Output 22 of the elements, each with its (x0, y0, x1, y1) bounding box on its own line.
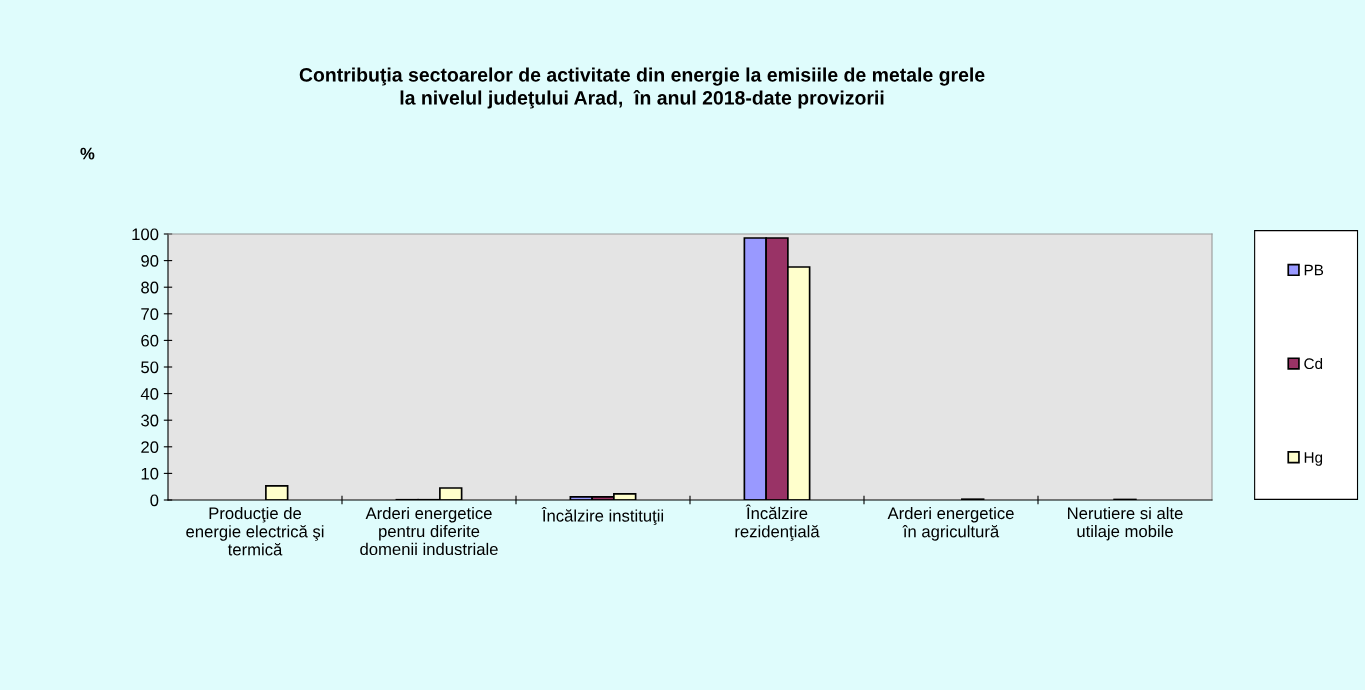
y-tick-label: 100 (132, 228, 159, 241)
x-tick-label: Arderi energetice în agricultură (887, 506, 1014, 541)
legend-label: Hg (1304, 452, 1323, 466)
legend-label: Cd (1304, 357, 1323, 370)
x-tick-label: Nerutiere si alte utilaje mobile (1068, 506, 1183, 541)
y-tick-label: 0 (150, 494, 159, 507)
y-axis-title: % (80, 147, 95, 160)
y-tick-label: 50 (141, 361, 159, 374)
x-tick-label: Arderi energetice pentru diferite domenii industriale (360, 506, 498, 556)
y-tick-label: 20 (141, 441, 159, 453)
chart-title: Contribuţia sectoarelor de activitate din energie la emisiile de metale grele la nivelul judeţului Arad, în anul 2018-date provizorii (299, 67, 985, 109)
y-tick-label: 30 (141, 414, 159, 427)
y-tick-label: 60 (141, 334, 159, 347)
y-tick-label: 70 (141, 308, 159, 320)
y-tick-label: 40 (140, 388, 159, 400)
x-tick-label: Încălzire instituţii (541, 506, 664, 526)
x-tick-label: Încălzire rezidenţială (735, 504, 820, 541)
x-tick-label: Producţie de energie electrică şi termică (186, 506, 324, 556)
legend-label: PB (1304, 264, 1324, 276)
y-tick-label: 90 (141, 255, 159, 267)
y-tick-label: 80 (141, 281, 159, 294)
y-tick-label: 10 (141, 467, 159, 480)
